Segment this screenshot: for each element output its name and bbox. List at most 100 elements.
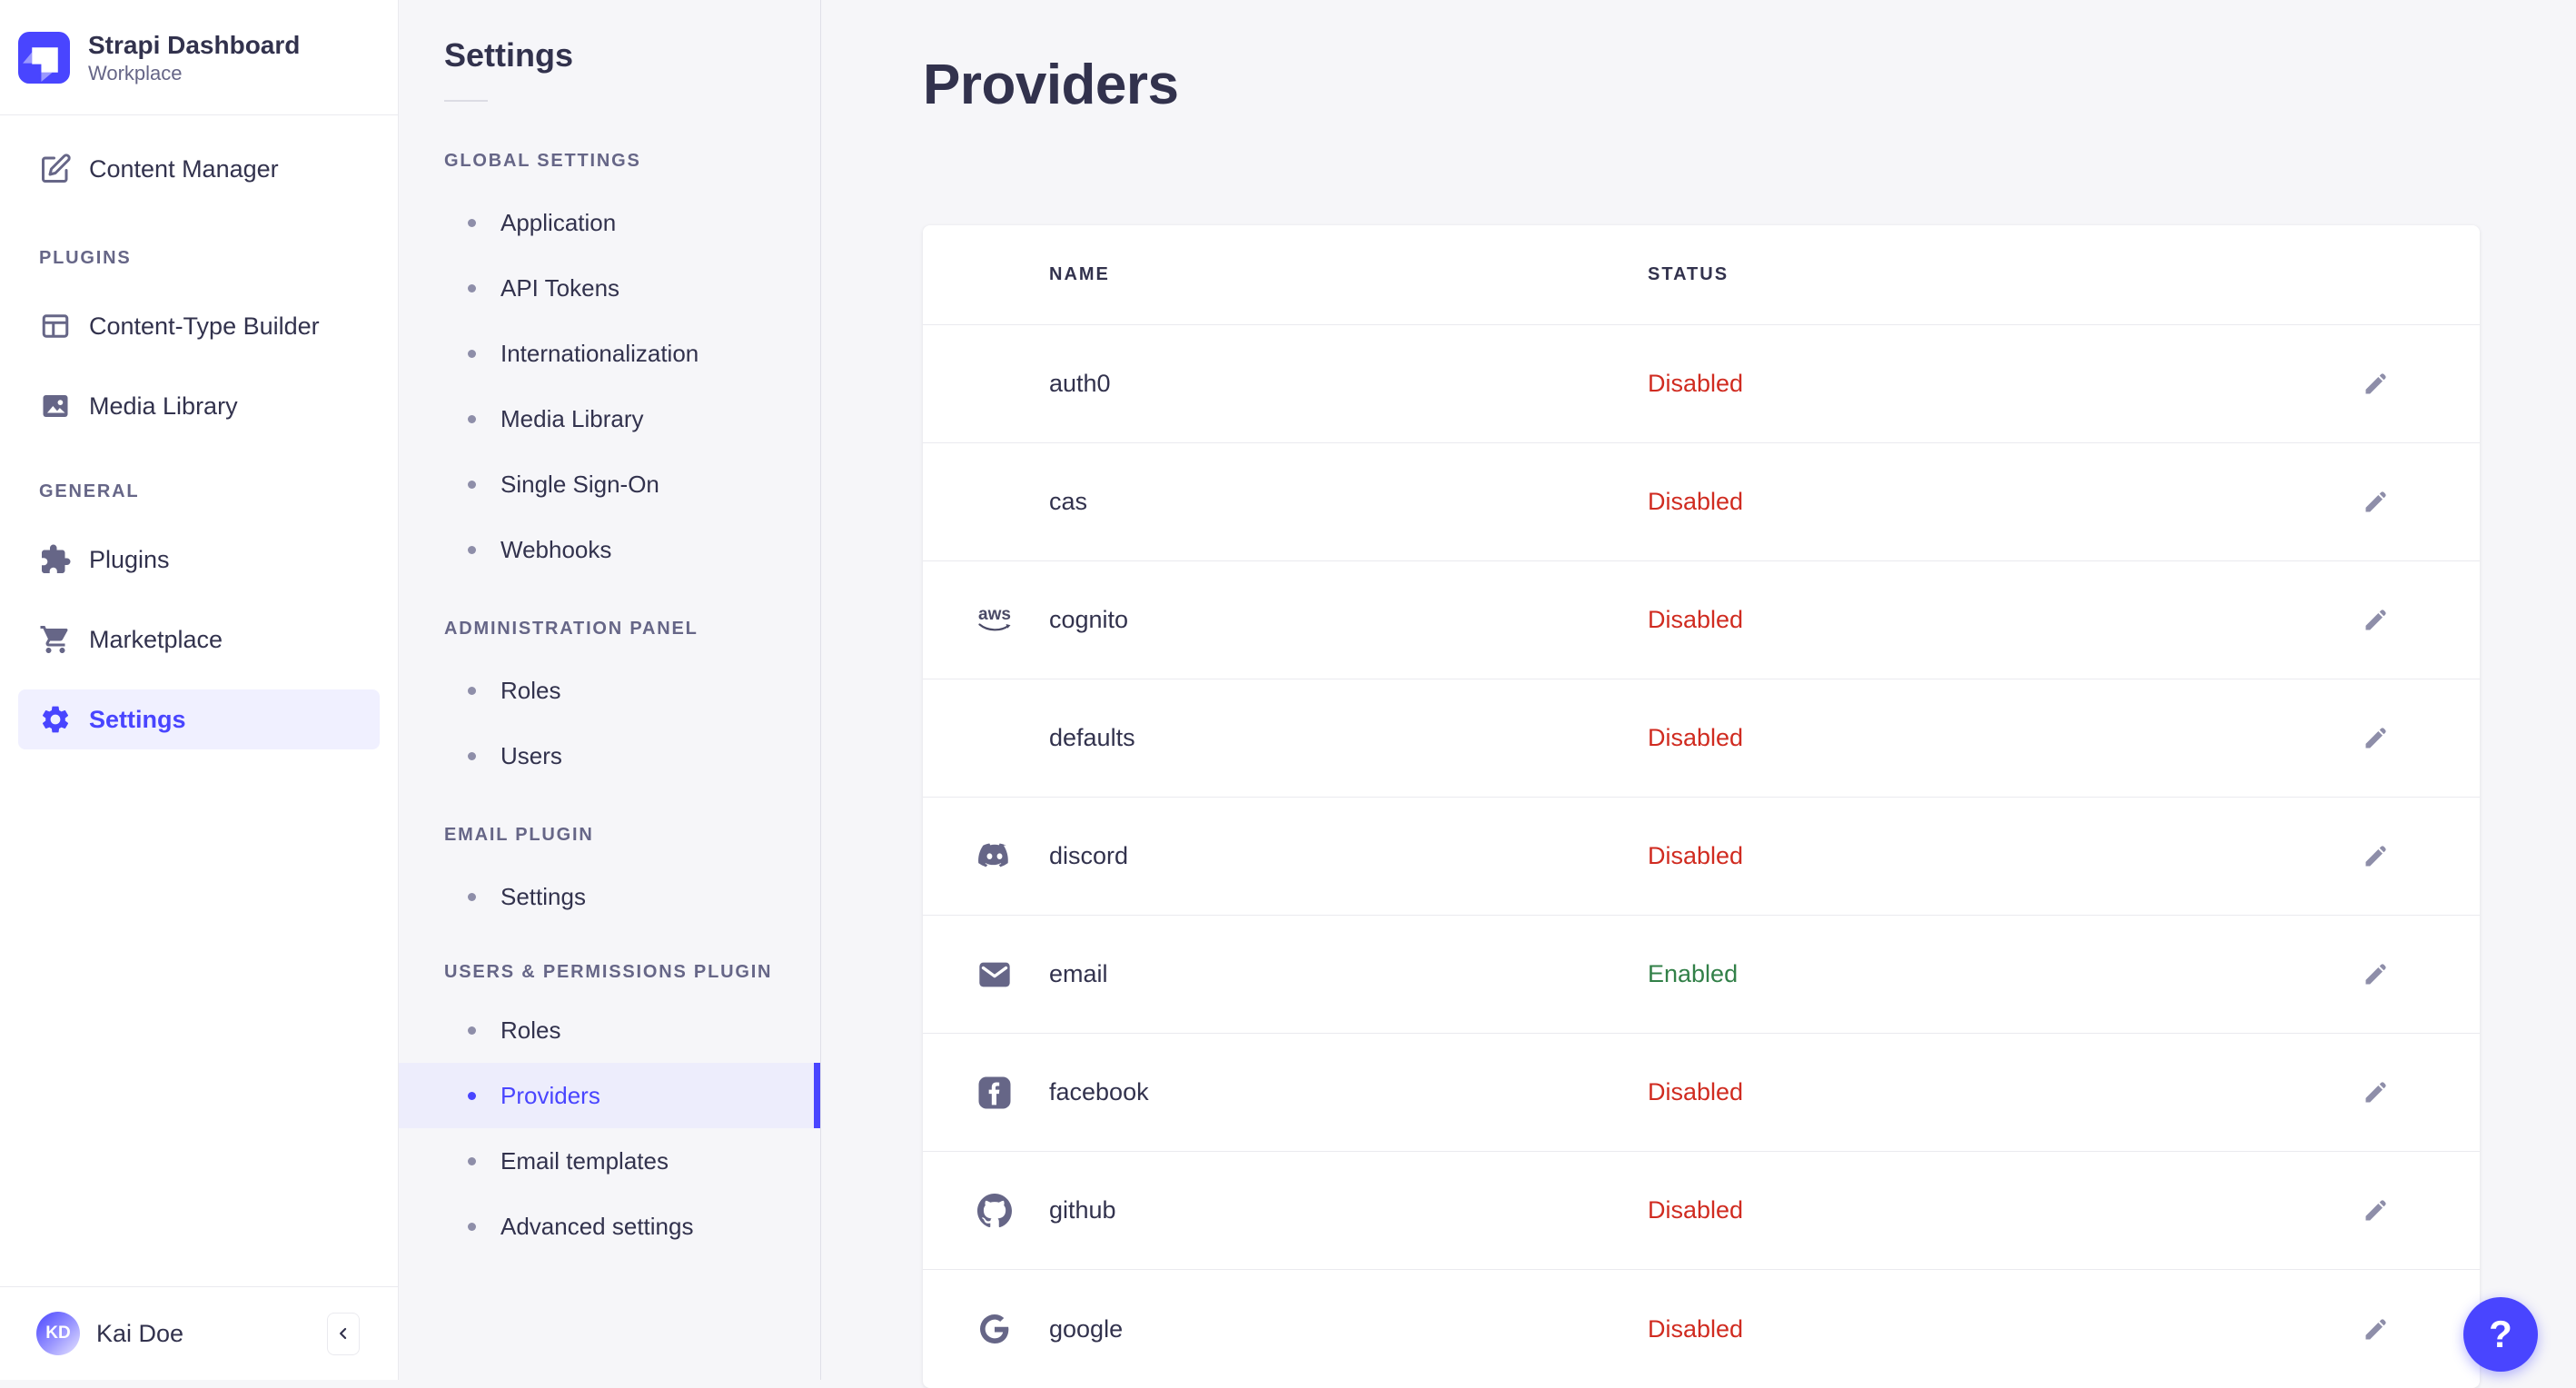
provider-status: Disabled	[1648, 724, 1744, 751]
email-icon	[975, 955, 1015, 995]
provider-icon-placeholder	[975, 364, 1015, 404]
nav-item-label: Marketplace	[89, 625, 223, 653]
provider-name: cas	[1049, 488, 1088, 515]
provider-name: defaults	[1049, 724, 1135, 751]
user-block: KD Kai Doe	[0, 1286, 398, 1380]
puzzle-icon	[39, 543, 72, 576]
subnav-section-users-permissions-plugin: USERS & PERMISSIONS PLUGIN	[444, 962, 773, 982]
main-sidebar: Strapi Dashboard Workplace Content Manag…	[0, 0, 399, 1380]
table-header-row: NAME STATUS	[923, 225, 2480, 325]
nav-item-content-type-builder[interactable]: Content-Type Builder	[18, 296, 380, 356]
pencil-icon	[2362, 1315, 2390, 1343]
subnav-item-label: Webhooks	[500, 535, 612, 563]
subnav-item-up-roles[interactable]: Roles	[399, 997, 820, 1063]
table-row-github: github Disabled	[923, 1152, 2480, 1270]
pencil-icon	[2362, 1078, 2390, 1106]
table-row-defaults: defaults Disabled	[923, 679, 2480, 798]
main-content: Providers NAME STATUS auth0 Disabled cas…	[821, 0, 2576, 1388]
cart-icon	[39, 623, 72, 656]
subnav-item-label: Roles	[500, 1016, 561, 1044]
chevron-left-icon	[334, 1324, 352, 1343]
nav-item-marketplace[interactable]: Marketplace	[18, 610, 380, 669]
column-header-name: NAME	[1049, 264, 1110, 284]
facebook-icon	[975, 1073, 1015, 1113]
nav-item-label: Content-Type Builder	[89, 312, 320, 340]
image-icon	[39, 390, 72, 422]
table-row-google: google Disabled	[923, 1270, 2480, 1388]
table-row-email: email Enabled	[923, 916, 2480, 1034]
provider-status: Disabled	[1648, 1196, 1744, 1224]
edit-provider-button[interactable]	[2354, 954, 2396, 996]
subnav-section-email-plugin: EMAIL PLUGIN	[444, 825, 594, 845]
nav-item-label: Plugins	[89, 545, 170, 573]
layout-grid-icon	[39, 310, 72, 342]
subnav-item-email-settings[interactable]: Settings	[399, 864, 820, 929]
subnav-item-internationalization[interactable]: Internationalization	[399, 321, 820, 386]
edit-provider-button[interactable]	[2354, 1072, 2396, 1114]
edit-provider-button[interactable]	[2354, 836, 2396, 877]
subnav-item-label: Providers	[500, 1081, 600, 1109]
workspace-label: Workplace	[88, 61, 183, 84]
table-row-auth0: auth0 Disabled	[923, 325, 2480, 443]
subnav-section-administration-panel: ADMINISTRATION PANEL	[444, 619, 698, 639]
nav-item-label: Content Manager	[89, 154, 279, 183]
edit-feather-icon	[39, 153, 72, 185]
bullet-icon	[468, 1091, 476, 1100]
table-row-discord: discord Disabled	[923, 798, 2480, 916]
workspace-header[interactable]: Strapi Dashboard Workplace	[0, 0, 398, 115]
subnav-item-media-library[interactable]: Media Library	[399, 386, 820, 451]
bullet-icon	[468, 414, 476, 423]
nav-section-plugins: PLUGINS	[39, 248, 132, 268]
avatar[interactable]: KD	[36, 1312, 80, 1355]
subnav-item-admin-users[interactable]: Users	[399, 723, 820, 788]
subnav-item-single-sign-on[interactable]: Single Sign-On	[399, 451, 820, 517]
edit-provider-button[interactable]	[2354, 481, 2396, 523]
table-row-cognito: aws cognito Disabled	[923, 561, 2480, 679]
nav-item-content-manager[interactable]: Content Manager	[18, 139, 380, 199]
subnav-item-advanced-settings[interactable]: Advanced settings	[399, 1194, 820, 1259]
subnav-item-admin-roles[interactable]: Roles	[399, 658, 820, 723]
settings-subnav: Settings GLOBAL SETTINGS Application API…	[399, 0, 821, 1380]
pencil-icon	[2362, 606, 2390, 634]
subnav-item-label: Advanced settings	[500, 1212, 694, 1240]
nav-item-settings[interactable]: Settings	[18, 689, 380, 749]
provider-status: Disabled	[1648, 1314, 1744, 1343]
bullet-icon	[468, 686, 476, 695]
edit-provider-button[interactable]	[2354, 363, 2396, 405]
subnav-item-label: Internationalization	[500, 339, 699, 367]
subnav-item-label: Settings	[500, 882, 586, 910]
edit-provider-button[interactable]	[2354, 1308, 2396, 1350]
pencil-icon	[2362, 724, 2390, 752]
main-nav: Content Manager PLUGINS Content-Type Bui…	[0, 139, 398, 749]
subnav-item-label: Users	[500, 741, 562, 769]
nav-item-media-library[interactable]: Media Library	[18, 376, 380, 436]
nav-item-label: Settings	[89, 705, 186, 733]
subnav-item-email-templates[interactable]: Email templates	[399, 1128, 820, 1194]
collapse-sidebar-button[interactable]	[327, 1312, 360, 1355]
subnav-item-application[interactable]: Application	[399, 190, 820, 255]
edit-provider-button[interactable]	[2354, 1190, 2396, 1232]
bullet-icon	[468, 1222, 476, 1231]
edit-provider-button[interactable]	[2354, 600, 2396, 641]
bullet-icon	[468, 349, 476, 358]
bullet-icon	[468, 892, 476, 901]
bullet-icon	[468, 218, 476, 227]
subnav-item-webhooks[interactable]: Webhooks	[399, 517, 820, 582]
help-button[interactable]: ?	[2463, 1297, 2538, 1372]
subnav-item-providers[interactable]: Providers	[399, 1063, 820, 1128]
subnav-item-label: API Tokens	[500, 273, 620, 302]
subnav-item-label: Application	[500, 208, 617, 236]
aws-wordmark: aws	[978, 605, 1011, 624]
provider-status: Disabled	[1648, 606, 1744, 633]
subnav-section-global-settings: GLOBAL SETTINGS	[444, 151, 641, 171]
subnav-title-divider	[444, 100, 488, 102]
provider-icon-placeholder	[975, 719, 1015, 758]
pencil-icon	[2362, 370, 2390, 398]
subnav-item-label: Email templates	[500, 1146, 669, 1175]
nav-item-plugins[interactable]: Plugins	[18, 530, 380, 590]
bullet-icon	[468, 283, 476, 292]
bullet-icon	[468, 1156, 476, 1165]
edit-provider-button[interactable]	[2354, 718, 2396, 759]
subnav-item-api-tokens[interactable]: API Tokens	[399, 255, 820, 321]
subnav-title: Settings	[444, 36, 574, 74]
